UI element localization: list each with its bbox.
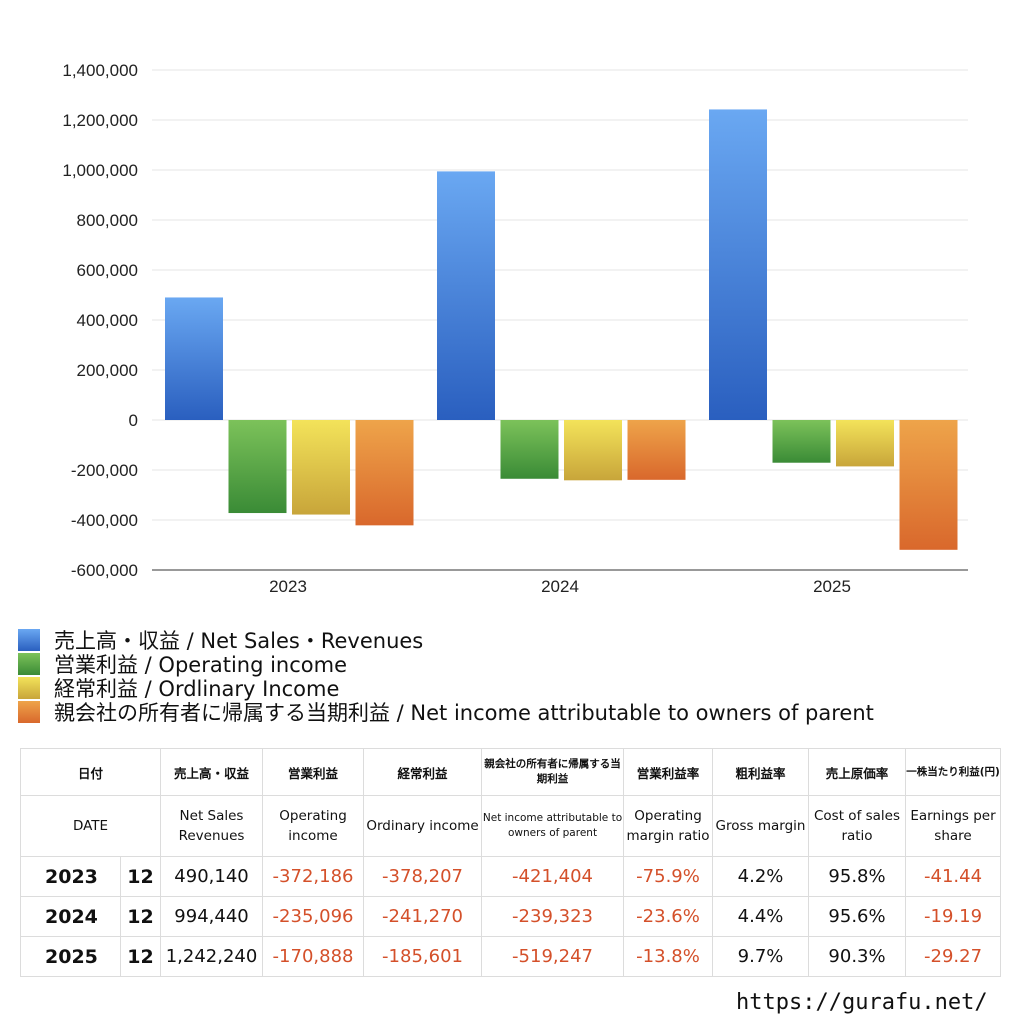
cell-gross-margin: 9.7% — [712, 936, 810, 977]
legend-item-net-sales: 売上高・収益 / Net Sales・Revenues — [18, 628, 1018, 653]
bar-series-1-2023 — [228, 420, 287, 514]
y-tick-label: 1,200,000 — [62, 111, 138, 130]
cell-sales: 994,440 — [160, 896, 264, 937]
y-tick-label: -200,000 — [71, 461, 138, 480]
header-en-eps: Earnings per share — [905, 795, 1002, 857]
table-row: 2024 12 994,440 -235,096 -241,270 -239,3… — [20, 896, 1002, 937]
y-tick-label: -400,000 — [71, 511, 138, 530]
bar-series-3-2024 — [627, 420, 686, 480]
header-jp-sales: 売上高・収益 — [160, 748, 264, 796]
legend-item-ordinary-income: 経常利益 / Ordlinary Income — [18, 676, 1018, 701]
legend-item-operating-income: 営業利益 / Operating income — [18, 652, 1018, 677]
cell-ordinary: -241,270 — [363, 896, 483, 937]
bar-series-0-2024 — [437, 171, 495, 420]
y-tick-label: 0 — [129, 411, 138, 430]
y-tick-label: -600,000 — [71, 561, 138, 580]
bar-chart: 1,400,000 1,200,000 1,000,000 800,000 600,00… — [62, 61, 968, 596]
header-en-ordinary: Ordinary income — [363, 795, 483, 857]
cell-year: 2025 — [20, 936, 121, 977]
cell-op-margin: -75.9% — [623, 856, 714, 897]
cell-cost-ratio: 95.6% — [808, 896, 907, 937]
x-axis-ticks: 2023 2024 2025 — [269, 577, 851, 596]
cell-eps: -19.19 — [905, 896, 1002, 937]
header-jp-ordinary: 経常利益 — [363, 748, 483, 796]
site-url: https://gurafu.net/ — [736, 990, 988, 1015]
y-tick-label: 1,000,000 — [62, 161, 138, 180]
x-tick-label: 2025 — [813, 577, 851, 596]
header-jp-date: 日付 — [19, 748, 162, 796]
bar-series-0-2023 — [165, 297, 223, 420]
legend-label-operating-income: 営業利益 / Operating income — [54, 653, 348, 677]
financial-table: 日付 売上高・収益 営業利益 経常利益 親会社の所有者に帰属する当期利益 営業利… — [19, 748, 1002, 977]
bar-series-1-2025 — [772, 420, 831, 463]
cell-operating: -170,888 — [262, 936, 365, 977]
header-jp-net-income: 親会社の所有者に帰属する当期利益 — [481, 748, 625, 796]
cell-net-income: -239,323 — [481, 896, 625, 937]
y-tick-label: 800,000 — [77, 211, 138, 230]
legend-label-ordinary-income: 経常利益 / Ordlinary Income — [54, 677, 340, 701]
x-tick-label: 2024 — [541, 577, 579, 596]
y-tick-label: 400,000 — [77, 311, 138, 330]
bar-series-1-2024 — [500, 420, 559, 479]
legend: 売上高・収益 / Net Sales・Revenues 営業利益 / Opera… — [18, 628, 1018, 725]
bars — [165, 109, 958, 550]
cell-month: 12 — [119, 896, 162, 937]
bar-series-3-2023 — [355, 420, 414, 526]
cell-cost-ratio: 90.3% — [808, 936, 907, 977]
header-en-date: DATE — [19, 795, 162, 857]
bar-series-2-2023 — [292, 420, 350, 515]
cell-ordinary: -185,601 — [363, 936, 483, 977]
cell-month: 12 — [119, 936, 162, 977]
cell-operating: -235,096 — [262, 896, 365, 937]
y-tick-label: 1,400,000 — [62, 61, 138, 80]
cell-eps: -41.44 — [905, 856, 1002, 897]
header-en-sales: Net Sales Revenues — [160, 795, 264, 857]
header-en-gross-margin: Gross margin — [712, 795, 810, 857]
grid-lines — [152, 69, 968, 571]
legend-swatch-net-sales — [18, 629, 40, 651]
cell-op-margin: -23.6% — [623, 896, 714, 937]
header-en-net-income: Net income attributable to owners of par… — [481, 795, 625, 857]
header-jp-cost-ratio: 売上原価率 — [808, 748, 907, 796]
table-header-jp: 日付 売上高・収益 営業利益 経常利益 親会社の所有者に帰属する当期利益 営業利… — [19, 748, 1002, 796]
legend-label-net-sales: 売上高・収益 / Net Sales・Revenues — [54, 629, 424, 653]
header-en-op-margin: Operating margin ratio — [623, 795, 714, 857]
header-jp-gross-margin: 粗利益率 — [712, 748, 810, 796]
legend-swatch-ordinary-income — [18, 677, 40, 699]
header-jp-operating: 営業利益 — [262, 748, 365, 796]
y-tick-label: 600,000 — [77, 261, 138, 280]
legend-swatch-operating-income — [18, 653, 40, 675]
table-row: 2025 12 1,242,240 -170,888 -185,601 -519… — [20, 936, 1002, 977]
bar-series-3-2025 — [899, 420, 958, 550]
cell-ordinary: -378,207 — [363, 856, 483, 897]
header-jp-eps: 一株当たり利益(円) — [905, 748, 1002, 796]
cell-net-income: -421,404 — [481, 856, 625, 897]
bar-series-2-2025 — [836, 420, 894, 467]
cell-year: 2023 — [20, 856, 121, 897]
header-jp-op-margin: 営業利益率 — [623, 748, 714, 796]
cell-gross-margin: 4.2% — [712, 856, 810, 897]
header-en-operating: Operating income — [262, 795, 365, 857]
y-tick-label: 200,000 — [77, 361, 138, 380]
cell-gross-margin: 4.4% — [712, 896, 810, 937]
table-header-en: DATE Net Sales Revenues Operating income… — [19, 795, 1002, 857]
cell-month: 12 — [119, 856, 162, 897]
legend-label-net-income: 親会社の所有者に帰属する当期利益 / Net income attributab… — [54, 701, 874, 725]
cell-op-margin: -13.8% — [623, 936, 714, 977]
cell-cost-ratio: 95.8% — [808, 856, 907, 897]
bar-series-2-2024 — [564, 420, 622, 481]
cell-eps: -29.27 — [905, 936, 1002, 977]
legend-swatch-net-income — [18, 701, 40, 723]
cell-operating: -372,186 — [262, 856, 365, 897]
legend-item-net-income: 親会社の所有者に帰属する当期利益 / Net income attributab… — [18, 700, 1018, 725]
y-axis-ticks: 1,400,000 1,200,000 1,000,000 800,000 600,00… — [62, 61, 138, 580]
cell-net-income: -519,247 — [481, 936, 625, 977]
table-row: 2023 12 490,140 -372,186 -378,207 -421,4… — [20, 856, 1002, 897]
x-tick-label: 2023 — [269, 577, 307, 596]
header-en-cost-ratio: Cost of sales ratio — [808, 795, 907, 857]
bar-series-0-2025 — [709, 109, 767, 420]
cell-sales: 1,242,240 — [160, 936, 264, 977]
cell-sales: 490,140 — [160, 856, 264, 897]
cell-year: 2024 — [20, 896, 121, 937]
